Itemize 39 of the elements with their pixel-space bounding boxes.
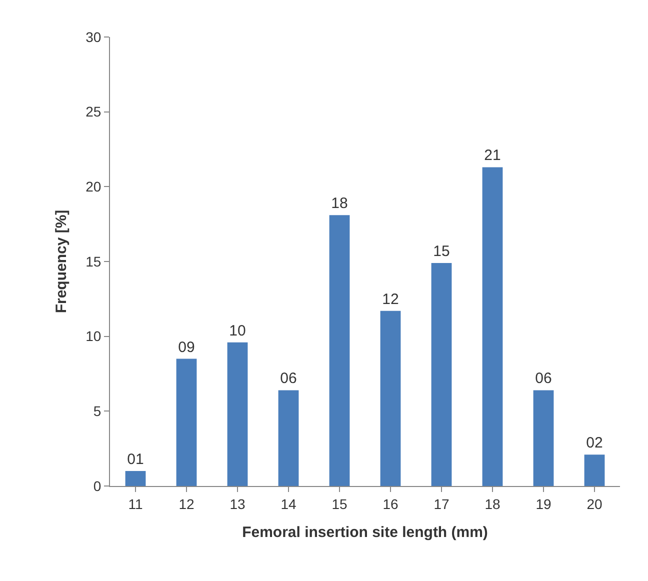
data-label: 15 (433, 243, 450, 260)
x-axis-title: Femoral insertion site length (mm) (242, 524, 488, 541)
x-tick-label: 11 (128, 496, 143, 512)
bar (380, 310, 401, 486)
bar (533, 390, 554, 486)
data-label: 06 (535, 370, 552, 388)
data-label: 12 (382, 290, 399, 308)
bar (329, 215, 350, 486)
y-tick-label: 20 (86, 178, 102, 195)
data-label: 21 (484, 147, 501, 164)
bar (278, 390, 299, 486)
y-tick-label: 25 (86, 104, 102, 120)
data-label: 18 (331, 195, 348, 212)
x-tick-label: 19 (536, 496, 552, 512)
bar (431, 263, 452, 486)
data-label: 01 (127, 451, 144, 468)
x-tick-label: 18 (484, 496, 500, 512)
x-tick-label: 20 (586, 496, 602, 512)
data-label: 10 (229, 322, 246, 340)
data-label: 09 (178, 338, 195, 356)
y-tick-label: 10 (86, 328, 102, 344)
x-tick-label: 14 (280, 496, 296, 512)
bar (482, 167, 503, 486)
bar (125, 471, 146, 486)
bar (584, 454, 605, 486)
y-axis-title: Frequency [%] (52, 210, 70, 314)
y-tick-label: 5 (93, 403, 102, 420)
x-tick-label: 13 (230, 496, 246, 512)
x-tick-label: 17 (434, 496, 450, 512)
y-tick-label: 0 (93, 478, 102, 494)
y-tick-label: 15 (86, 253, 102, 270)
data-label: 06 (280, 370, 297, 388)
data-label: 02 (586, 434, 603, 452)
x-tick-label: 12 (178, 496, 194, 512)
x-tick-label: 15 (332, 496, 348, 512)
y-tick-label: 30 (86, 28, 102, 45)
bar (176, 358, 197, 486)
bar (227, 342, 248, 486)
x-tick-label: 16 (382, 496, 398, 512)
